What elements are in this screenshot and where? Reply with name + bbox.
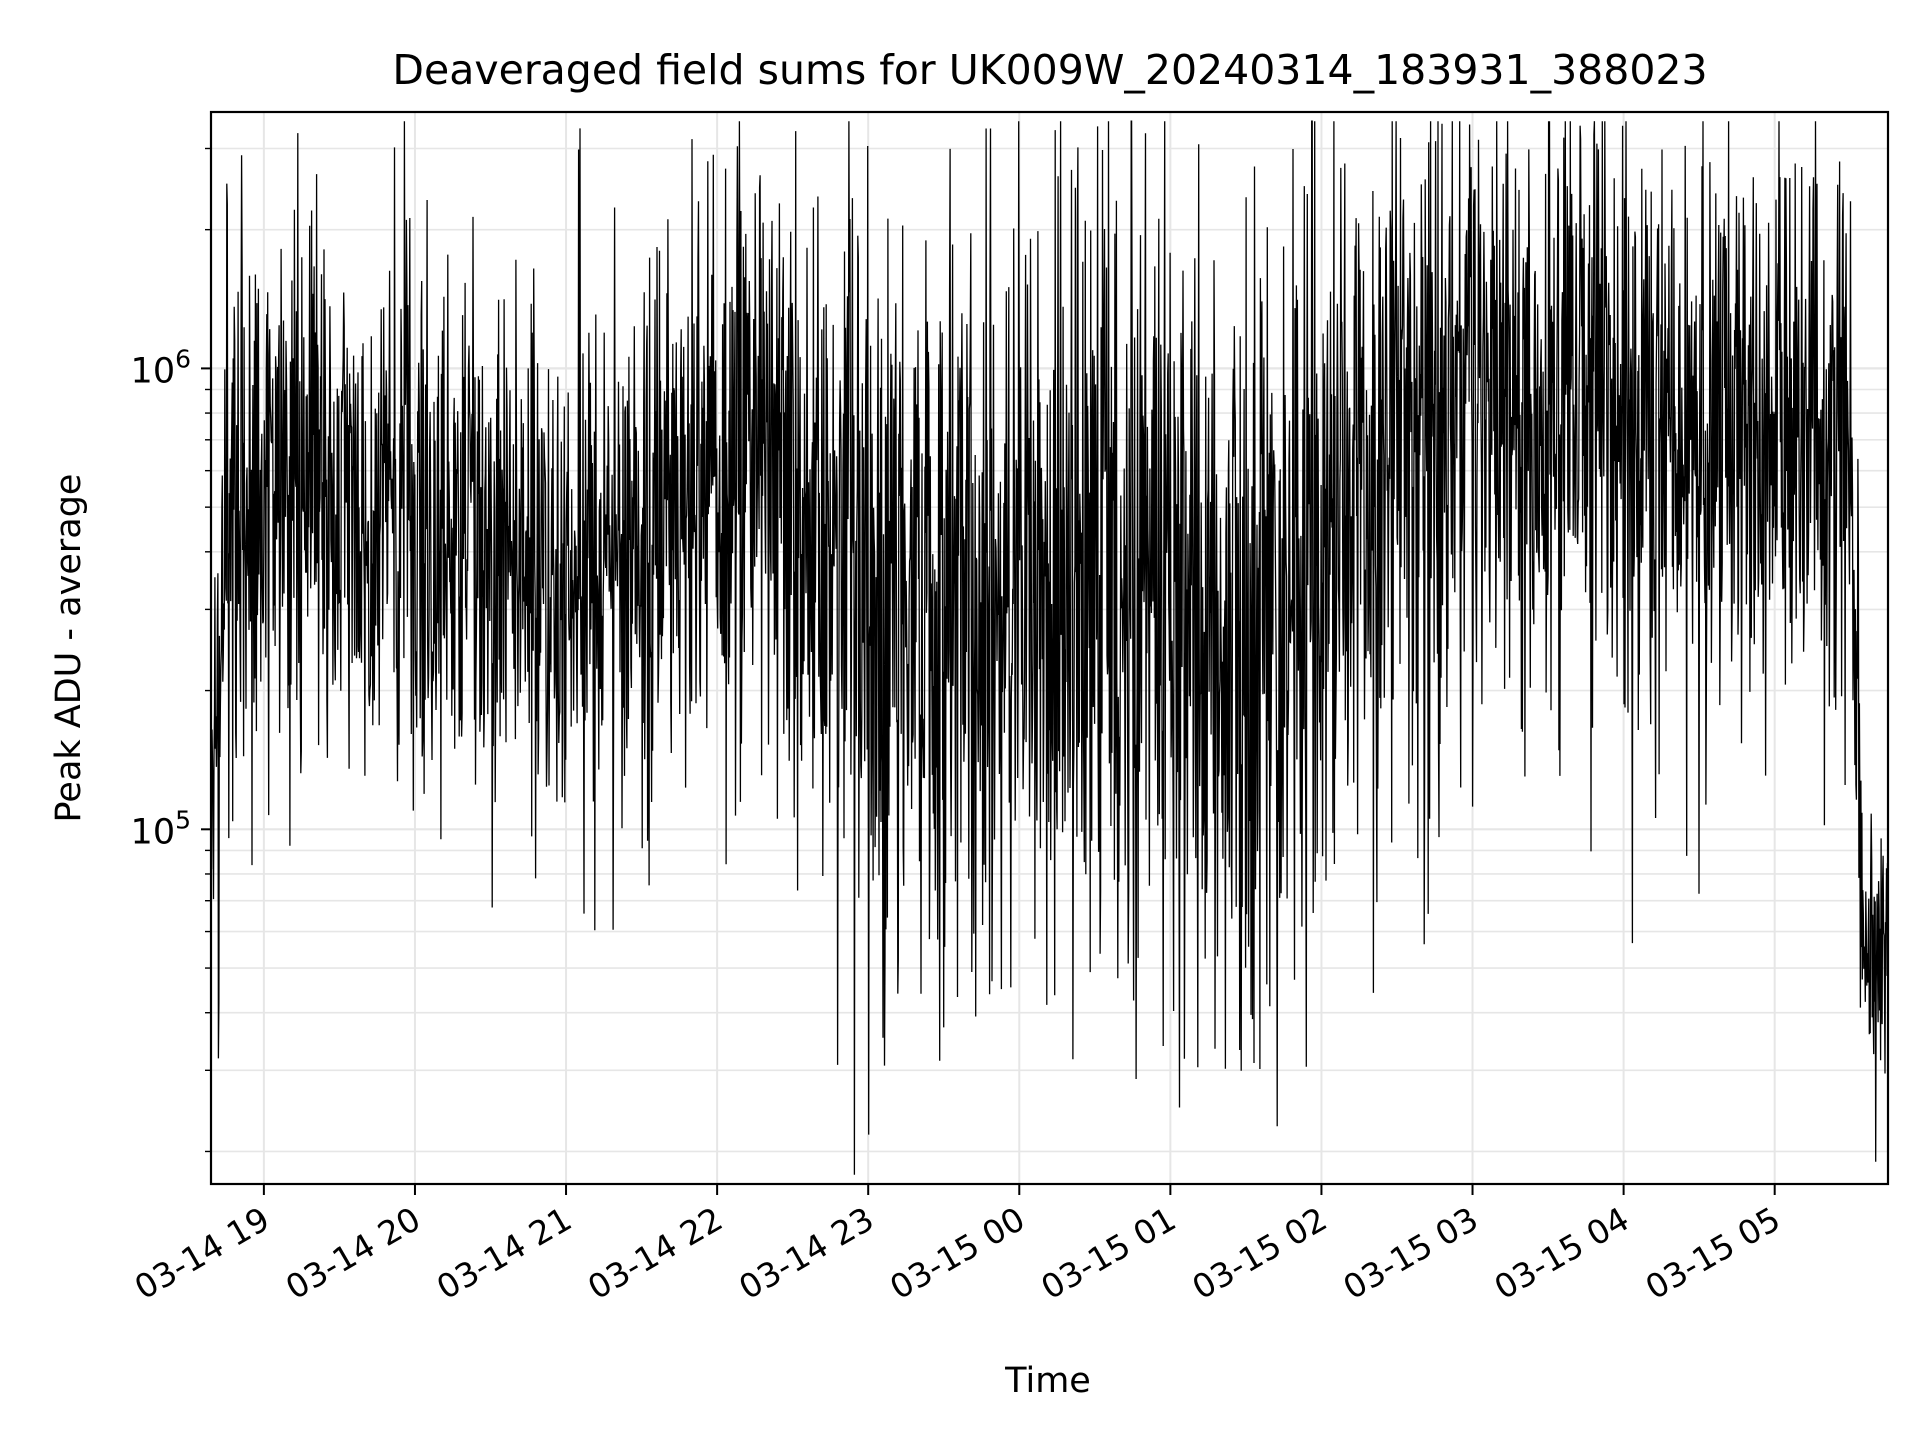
x-tick-label: 03-15 02 <box>1185 1199 1333 1307</box>
x-axis-label: Time <box>1004 1361 1091 1401</box>
y-axis: 105 106 <box>131 147 211 1153</box>
x-tick-label: 03-14 21 <box>430 1199 578 1307</box>
x-tick-label: 03-15 04 <box>1488 1199 1636 1307</box>
y-tick-label: 105 <box>131 805 191 852</box>
series-line <box>210 120 1889 1175</box>
x-tick-label: 03-15 00 <box>883 1199 1031 1307</box>
x-tick-label: 03-15 03 <box>1337 1199 1485 1307</box>
x-tick-label: 03-15 01 <box>1034 1199 1182 1307</box>
plot-frame <box>209 110 1890 1186</box>
series-layer <box>210 120 1889 1175</box>
x-axis: 03-14 19 03-14 20 03-14 21 03-14 22 03-14 23… <box>128 1184 1787 1307</box>
x-tick-label: 03-14 22 <box>581 1199 729 1307</box>
y-tick-label: 106 <box>131 344 191 391</box>
x-tick-label: 03-14 23 <box>732 1199 880 1307</box>
x-tick-label: 03-15 05 <box>1639 1199 1787 1307</box>
chart-title: Deaveraged field sums for UK009W_2024031… <box>392 46 1707 94</box>
y-axis-label: Peak ADU - average <box>49 474 89 823</box>
x-tick-label: 03-14 19 <box>128 1199 276 1307</box>
x-tick-label: 03-14 20 <box>279 1199 427 1307</box>
